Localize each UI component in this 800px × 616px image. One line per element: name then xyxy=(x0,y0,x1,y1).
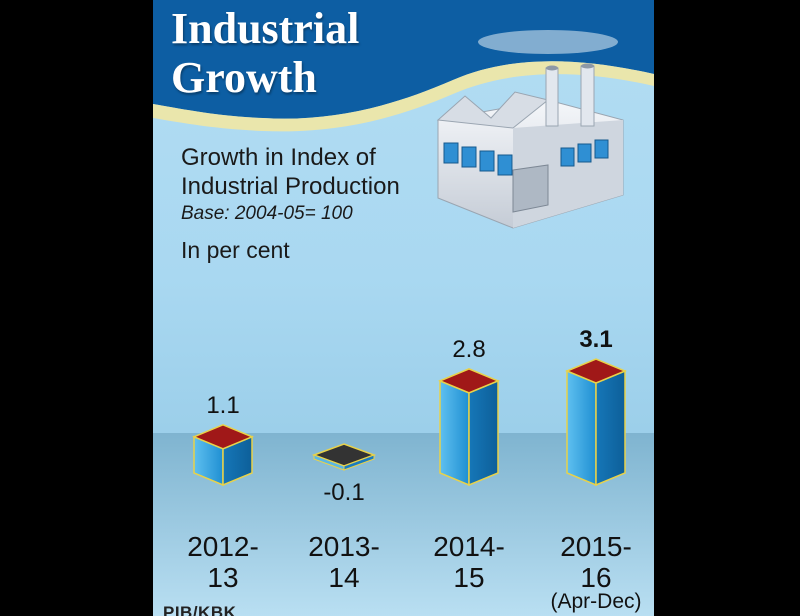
value-label-2013-14: -0.1 xyxy=(323,479,364,506)
header-wave-highlight xyxy=(153,61,654,132)
category-label-line: 2014- xyxy=(433,531,505,562)
infographic-panel: 1.1 -0.1 2.8 3.1 Industrial Growth Growth i… xyxy=(153,0,654,616)
bar-top-2014-15 xyxy=(438,368,500,394)
factory-illustration xyxy=(436,30,624,229)
title-line-1: Industrial xyxy=(171,4,360,53)
value-label-2014-15: 2.8 xyxy=(452,336,485,363)
chart-subtitle: Growth in Index of Industrial Production xyxy=(181,144,400,200)
value-label-2012-13: 1.1 xyxy=(206,392,239,419)
credit-label: PIB/KBK xyxy=(163,603,237,616)
category-label-2013-14: 2013- 14 xyxy=(284,531,404,593)
category-label-2015-16: 2015- 16 xyxy=(536,531,654,593)
bar-side-2015-16 xyxy=(595,369,626,487)
chart-canvas: 1.1 -0.1 2.8 3.1 xyxy=(153,0,654,616)
base-note: Base: 2004-05= 100 xyxy=(181,203,353,224)
category-label-line: 15 xyxy=(453,562,485,593)
bar-top-2012-13 xyxy=(192,423,254,450)
page-title: Industrial Growth xyxy=(171,4,359,102)
category-label-line: 14 xyxy=(328,562,360,593)
category-label-line: 2015- xyxy=(560,531,632,562)
value-label-2015-16: 3.1 xyxy=(579,326,612,353)
bar-2014-15 xyxy=(439,379,470,487)
unit-label: In per cent xyxy=(181,237,290,263)
category-note: (Apr-Dec) xyxy=(550,590,642,613)
category-label-2014-15: 2014- 15 xyxy=(409,531,529,593)
category-label-line: 16 xyxy=(580,562,612,593)
category-label-line: 2012- xyxy=(187,531,259,562)
category-label-line: 2013- xyxy=(308,531,380,562)
bar-side-2014-15 xyxy=(468,379,499,487)
category-label-line: 13 xyxy=(207,562,239,593)
header-band xyxy=(153,0,654,119)
bar-top-2015-16 xyxy=(565,358,627,384)
title-line-2: Growth xyxy=(171,53,317,102)
category-label-2012-13: 2012- 13 xyxy=(163,531,283,593)
bar-edge-right-2013-14 xyxy=(343,454,375,471)
bar-2015-16 xyxy=(566,369,597,487)
